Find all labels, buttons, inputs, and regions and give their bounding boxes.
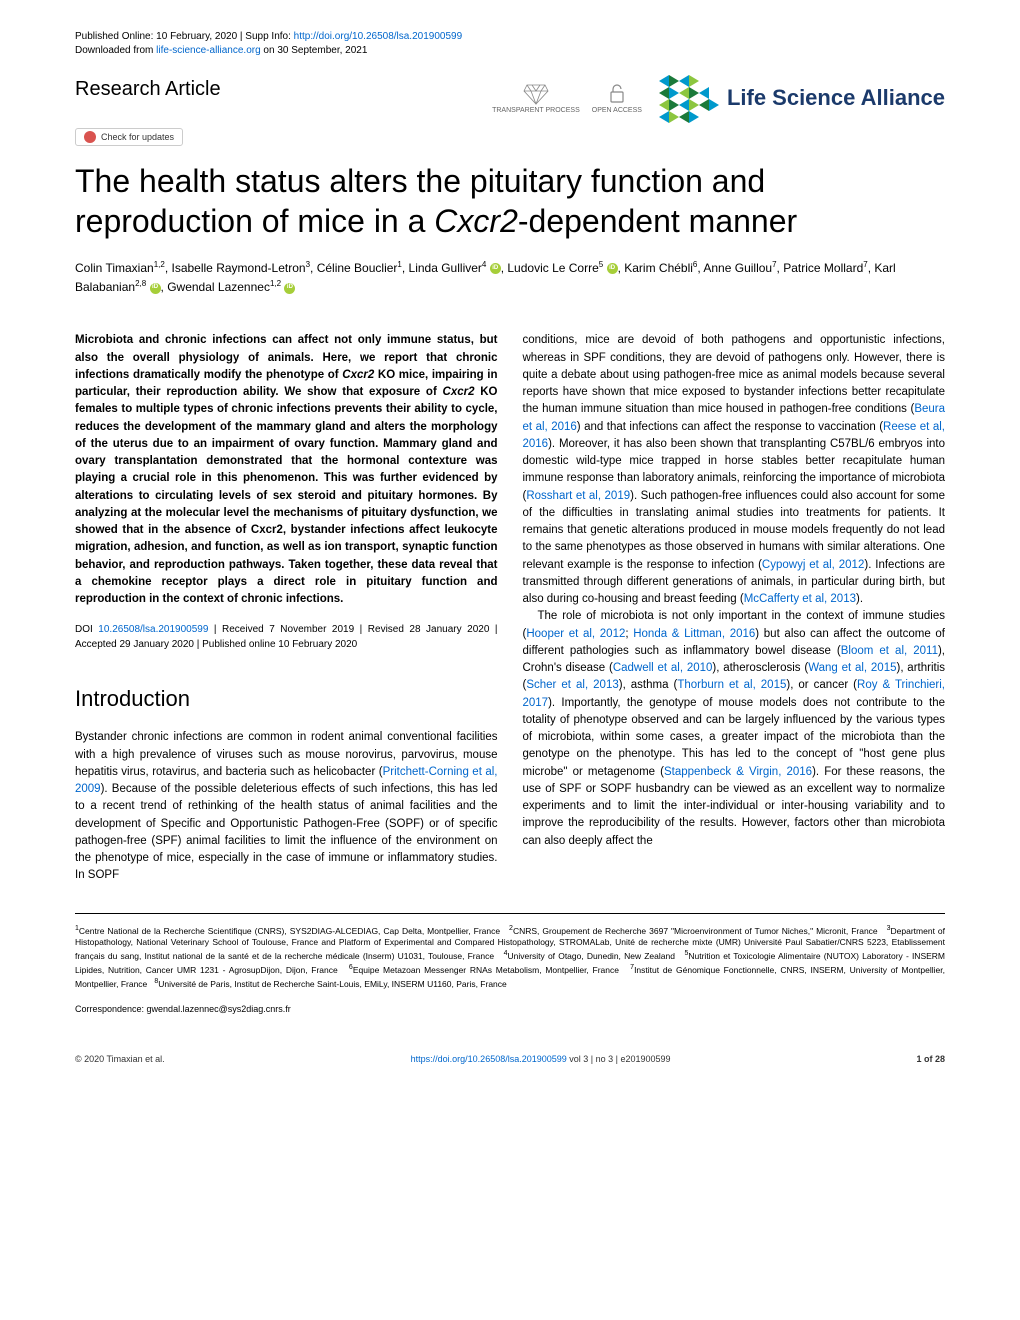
journal-logo: Life Science Alliance (657, 73, 945, 123)
check-updates-button[interactable]: Check for updates (75, 128, 183, 146)
diamond-icon (523, 83, 549, 105)
correspondence: Correspondence: gwendal.lazennec@sys2dia… (75, 1004, 945, 1014)
page-footer: © 2020 Timaxian et al. https://doi.org/1… (75, 1054, 945, 1064)
intro-body: Bystander chronic infections are common … (75, 729, 498, 884)
transparent-process-badge: TRANSPARENT PROCESS (492, 83, 580, 114)
affiliations: 1Centre National de la Recherche Scienti… (75, 913, 945, 991)
footer-center: https://doi.org/10.26508/lsa.201900599 v… (411, 1054, 671, 1064)
open-access-badge: OPEN ACCESS (592, 83, 642, 114)
check-updates-icon (84, 131, 96, 143)
authors-list: Colin Timaxian1,2, Isabelle Raymond-Letr… (75, 259, 945, 297)
col2-paragraph-1: conditions, mice are devoid of both path… (523, 332, 946, 608)
article-title: The health status alters the pituitary f… (75, 161, 945, 241)
published-label: Published Online: 10 February, 2020 | Su… (75, 31, 294, 42)
publication-header: Published Online: 10 February, 2020 | Su… (75, 30, 945, 58)
introduction-heading: Introduction (75, 682, 498, 715)
download-site-link[interactable]: life-science-alliance.org (156, 45, 261, 56)
page-number: 1 of 28 (916, 1054, 945, 1064)
left-column: Microbiota and chronic infections can af… (75, 332, 498, 884)
abstract: Microbiota and chronic infections can af… (75, 332, 498, 608)
doi-header-link[interactable]: http://doi.org/10.26508/lsa.201900599 (294, 31, 462, 42)
doi-line: DOI 10.26508/lsa.201900599 | Received 7 … (75, 622, 498, 652)
badges-logo-block: TRANSPARENT PROCESS OPEN ACCESS (492, 73, 945, 123)
col2-paragraph-2: The role of microbiota is not only impor… (523, 608, 946, 850)
check-updates-label: Check for updates (101, 132, 174, 142)
downloaded-label: Downloaded from (75, 45, 156, 56)
top-row: Research Article TRANSPARENT PROCESS OPE… (75, 73, 945, 123)
copyright: © 2020 Timaxian et al. (75, 1054, 165, 1064)
logo-triangles-icon (657, 73, 719, 123)
doi-link[interactable]: 10.26508/lsa.201900599 (98, 624, 208, 635)
download-date: on 30 September, 2021 (261, 45, 368, 56)
right-column: conditions, mice are devoid of both path… (523, 332, 946, 884)
logo-text: Life Science Alliance (727, 85, 945, 111)
article-type: Research Article (75, 78, 221, 101)
footer-doi-link[interactable]: https://doi.org/10.26508/lsa.201900599 (411, 1054, 567, 1064)
two-column-body: Microbiota and chronic infections can af… (75, 332, 945, 884)
lock-open-icon (608, 83, 626, 105)
